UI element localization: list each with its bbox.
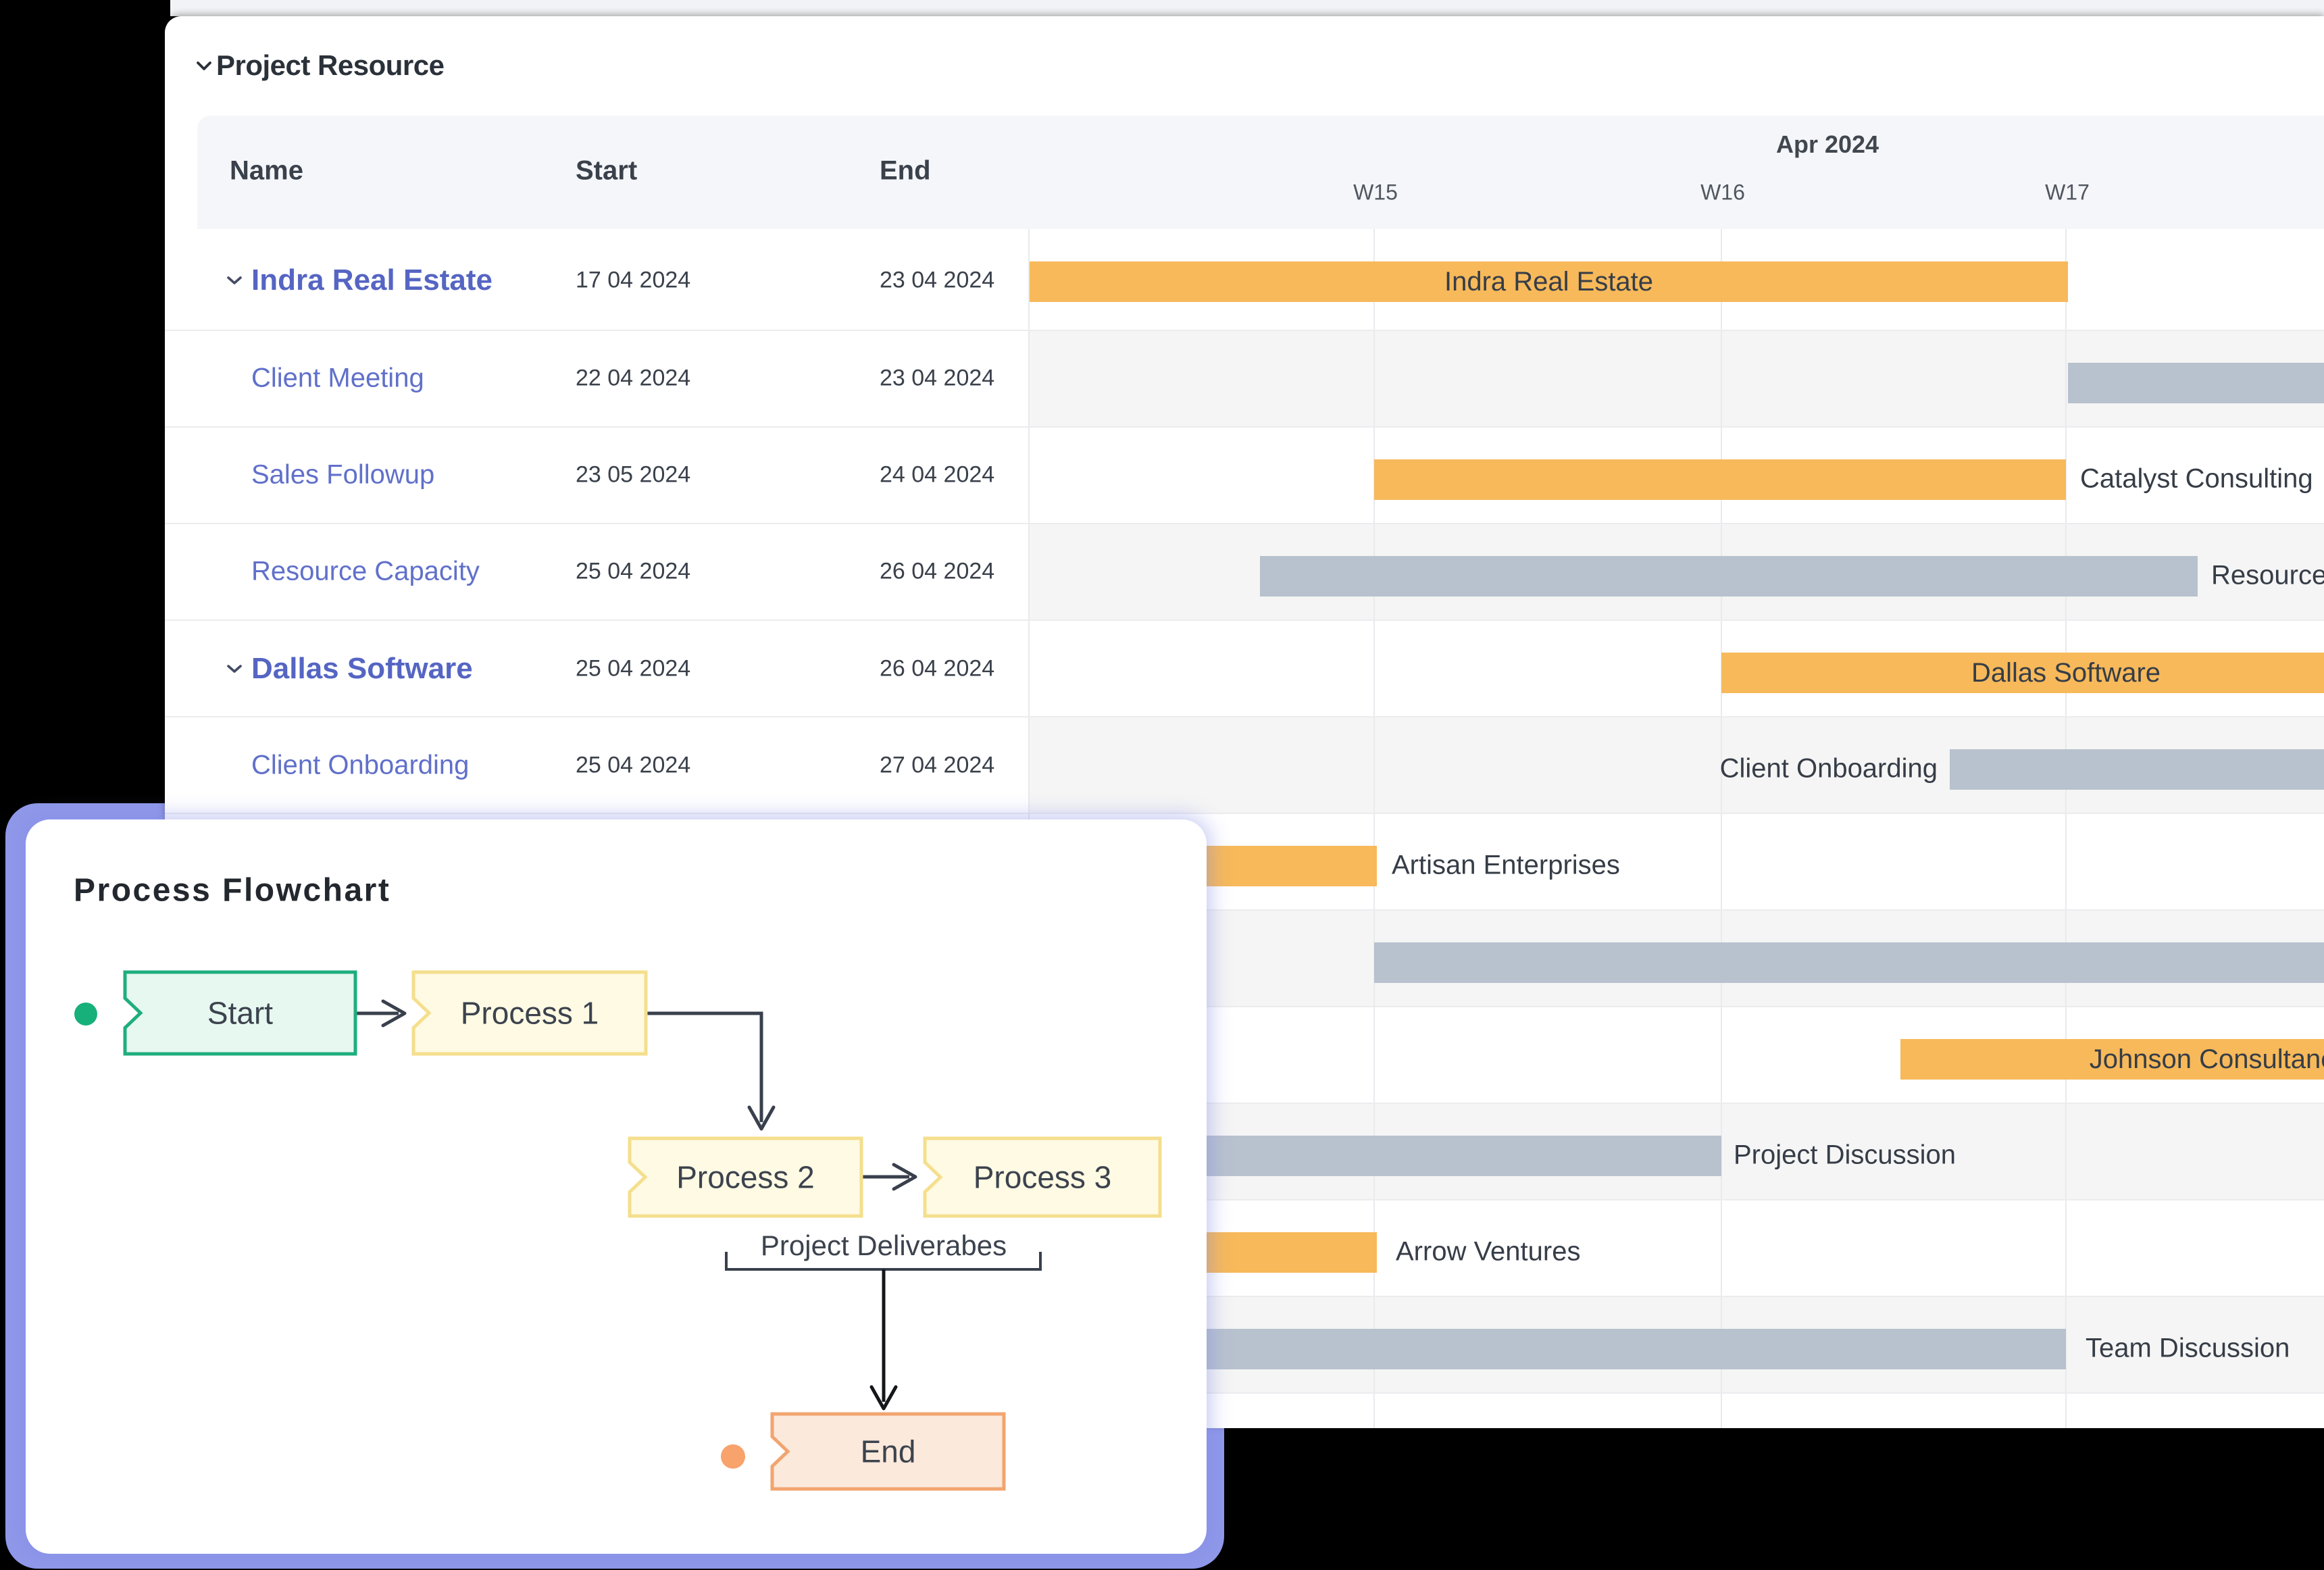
svg-text:Process 2: Process 2: [676, 1160, 815, 1195]
svg-text:Project Deliverabes: Project Deliverabes: [761, 1230, 1007, 1261]
svg-text:End: End: [861, 1434, 916, 1469]
svg-text:Start: Start: [207, 996, 273, 1031]
svg-text:Process 3: Process 3: [974, 1160, 1112, 1195]
svg-text:Process 1: Process 1: [461, 996, 599, 1031]
